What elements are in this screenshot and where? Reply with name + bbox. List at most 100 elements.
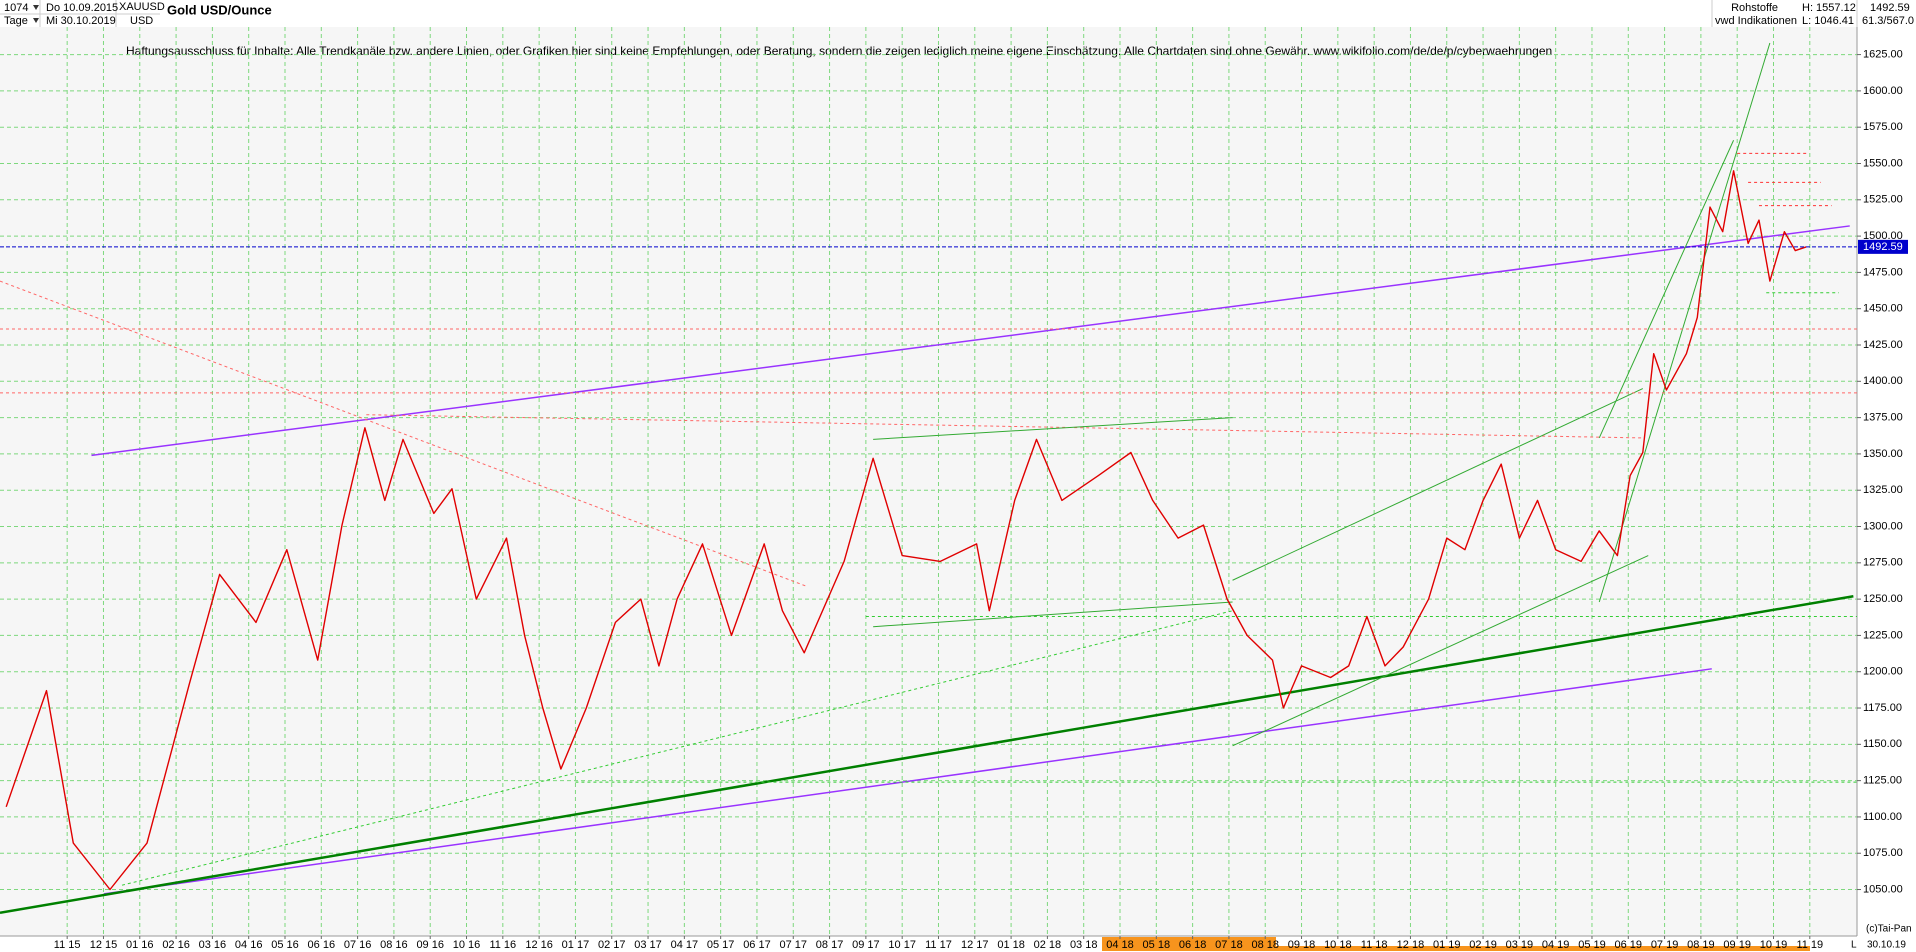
x-tick-label: 08 19	[1687, 939, 1715, 951]
y-tick-label: 1450.00	[1863, 303, 1903, 315]
y-tick-label: 1325.00	[1863, 484, 1903, 496]
x-tick-label: 07 16	[344, 939, 372, 951]
x-tick-label: 07 17	[779, 939, 807, 951]
symbol: XAUUSD	[119, 1, 165, 13]
trend-line	[0, 594, 1854, 914]
x-tick-label: 04 19	[1542, 939, 1570, 951]
x-tick-label: 12 17	[961, 939, 989, 951]
ratio: 61.3/567.0	[1862, 15, 1914, 27]
trend-line	[1598, 140, 1735, 439]
bar-count: 1074	[4, 2, 28, 14]
x-tick-label: 10 17	[888, 939, 916, 951]
y-tick-label: 1350.00	[1863, 448, 1903, 460]
y-tick-label: 1175.00	[1863, 702, 1902, 714]
x-tick-label: 07 19	[1651, 939, 1679, 951]
y-tick-label: 1625.00	[1863, 48, 1903, 60]
footer-date: 30.10.19	[1867, 940, 1906, 951]
trend-line	[1232, 388, 1644, 581]
disclaimer: Haftungsausschluss für Inhalte: Alle Tre…	[126, 44, 1552, 58]
trend-line	[873, 601, 1233, 628]
time-highlight	[1102, 937, 1276, 951]
y-tick-label: 1100.00	[1863, 811, 1902, 823]
x-tick-label: 05 16	[271, 939, 299, 951]
y-tick-label: 1575.00	[1863, 121, 1903, 133]
dropdown-arrow[interactable]	[33, 5, 39, 10]
plot	[0, 27, 1857, 936]
last-price-label: 1492.59	[1863, 241, 1903, 253]
x-tick-label: 06 17	[743, 939, 771, 951]
x-tick-label: 09 16	[416, 939, 444, 951]
scale-mode: L	[1851, 940, 1857, 951]
x-tick-label: 11 19	[1796, 939, 1823, 951]
plot-area	[0, 27, 1857, 936]
y-tick-label: 1275.00	[1863, 557, 1903, 569]
y-tick-label: 1300.00	[1863, 520, 1903, 532]
trend-line	[103, 668, 1712, 895]
x-tick-label: 03 17	[634, 939, 662, 951]
x-tick-label: 05 18	[1143, 939, 1171, 951]
chart-title: Gold USD/Ounce	[167, 2, 272, 17]
period: Tage	[4, 15, 28, 27]
currency: USD	[130, 15, 153, 27]
x-tick-label: 10 16	[453, 939, 481, 951]
y-tick-label: 1525.00	[1863, 194, 1903, 206]
y-tick-label: 1125.00	[1863, 775, 1902, 787]
x-tick-label: 09 19	[1723, 939, 1751, 951]
x-tick-label: 08 17	[816, 939, 844, 951]
source: vwd Indikationen	[1715, 15, 1797, 27]
x-tick-label: 08 16	[380, 939, 408, 951]
last-price-header: 1492.59	[1870, 2, 1910, 14]
x-tick-label: 03 18	[1070, 939, 1098, 951]
x-tick-label: 11 15	[54, 939, 81, 951]
x-tick-label: 01 19	[1433, 939, 1461, 951]
date-to: Mi 30.10.2019	[46, 15, 116, 27]
x-tick-label: 06 16	[308, 939, 336, 951]
x-tick-label: 02 17	[598, 939, 626, 951]
y-tick-label: 1400.00	[1863, 375, 1903, 387]
x-tick-label: 09 17	[852, 939, 880, 951]
x-tick-label: 02 18	[1034, 939, 1062, 951]
x-tick-label: 10 18	[1324, 939, 1352, 951]
y-tick-label: 1600.00	[1863, 85, 1903, 97]
x-tick-label: 06 18	[1179, 939, 1207, 951]
x-tick-label: 05 19	[1578, 939, 1606, 951]
y-tick-label: 1475.00	[1863, 266, 1903, 278]
trend-line	[873, 417, 1233, 440]
trend-line	[121, 610, 1233, 886]
x-tick-label: 04 18	[1106, 939, 1134, 951]
x-tick-label: 01 17	[562, 939, 590, 951]
x-tick-label: 04 16	[235, 939, 263, 951]
high: H: 1557.12	[1802, 2, 1856, 14]
x-tick-label: 10 19	[1760, 939, 1788, 951]
x-tick-label: 02 16	[162, 939, 190, 951]
trend-line	[91, 225, 1850, 457]
last-price-box	[1858, 239, 1908, 254]
x-tick-label: 11 18	[1361, 939, 1388, 951]
y-tick-label: 1050.00	[1863, 883, 1903, 895]
date-from: Do 10.09.2015	[46, 2, 118, 14]
dropdown-arrow[interactable]	[33, 18, 39, 23]
x-tick-label: 02 19	[1469, 939, 1497, 951]
y-tick-label: 1150.00	[1863, 738, 1902, 750]
y-tick-label: 1225.00	[1863, 629, 1903, 641]
trend-line	[366, 414, 1643, 439]
x-tick-label: 03 16	[199, 939, 227, 951]
x-tick-label: 09 18	[1288, 939, 1316, 951]
y-tick-label: 1425.00	[1863, 339, 1903, 351]
y-tick-label: 1075.00	[1863, 847, 1903, 859]
x-tick-label: 11 17	[925, 939, 952, 951]
time-highlight-strip	[1276, 946, 1810, 951]
low: L: 1046.41	[1802, 15, 1854, 27]
trend-line	[1598, 42, 1771, 603]
x-tick-label: 08 18	[1251, 939, 1279, 951]
copyright: (c)Tai-Pan	[1866, 924, 1912, 935]
y-tick-label: 1375.00	[1863, 412, 1903, 424]
x-tick-label: 12 15	[90, 939, 118, 951]
header: 1074 Do 10.09.2015 XAUUSD Tage Mi 30.10.…	[0, 0, 1914, 27]
x-tick-label: 04 17	[671, 939, 699, 951]
price-line	[5, 170, 1807, 891]
x-tick-label: 06 19	[1615, 939, 1643, 951]
y-tick-label: 1250.00	[1863, 593, 1903, 605]
y-tick-label: 1550.00	[1863, 157, 1903, 169]
